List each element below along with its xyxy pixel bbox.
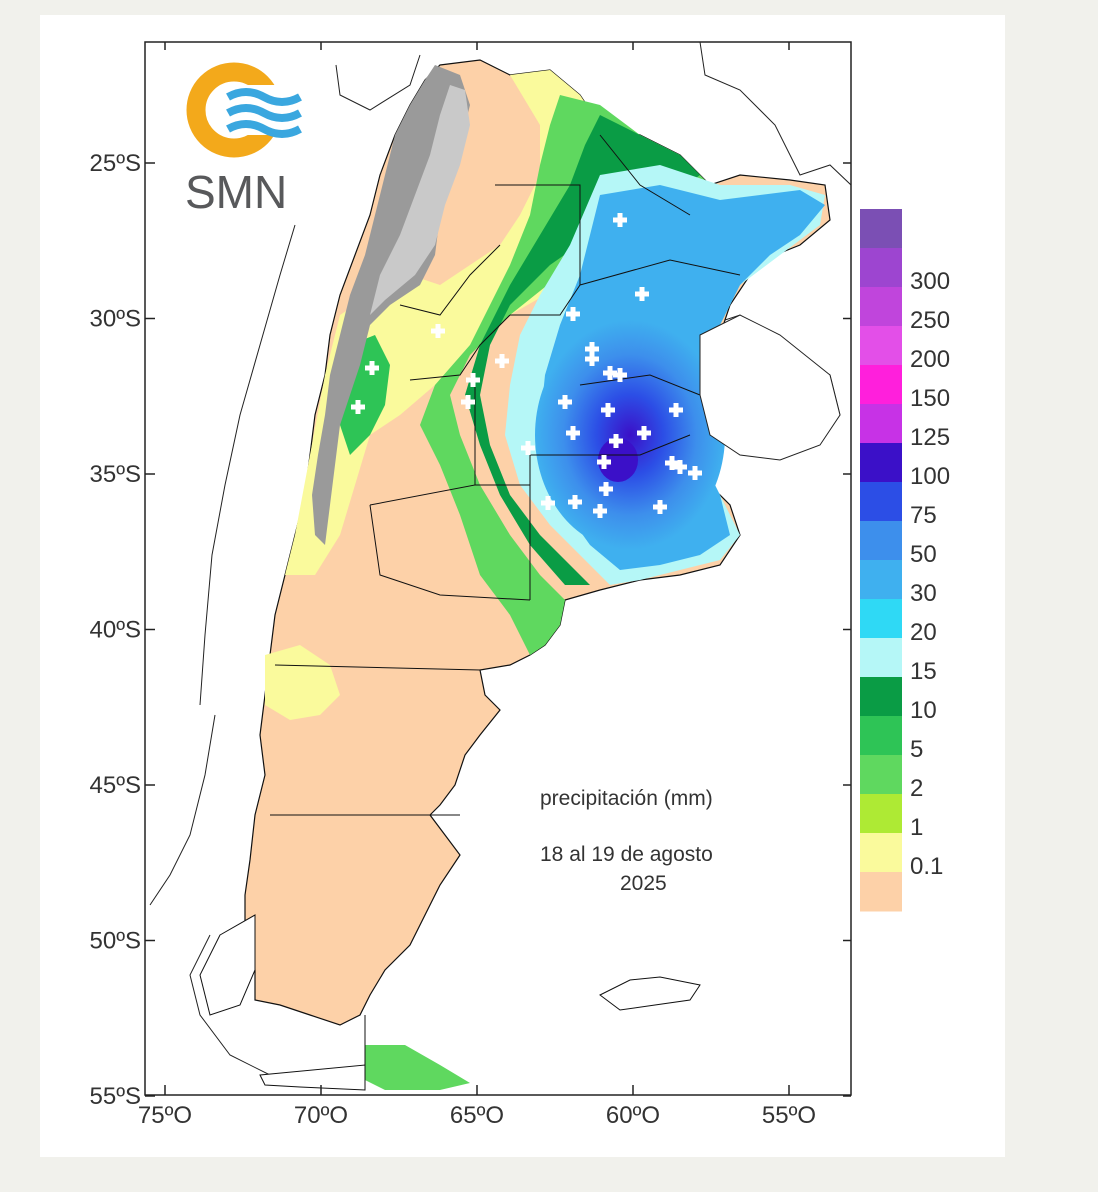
station-marker [585, 342, 599, 356]
precip-zone-10mm [465, 115, 700, 585]
colorbar-swatch [860, 521, 902, 561]
colorbar-swatch [860, 872, 902, 912]
station-markers [351, 213, 702, 518]
chile-fjords [199, 914, 256, 1016]
precip-zone-core [535, 320, 725, 550]
colorbar-swatch [860, 716, 902, 756]
tierra-del-fuego-west [259, 1064, 366, 1091]
colorbar-swatch [860, 755, 902, 795]
station-marker [566, 426, 580, 440]
malvinas-islands [599, 976, 701, 1011]
colorbar-swatch [860, 560, 902, 600]
station-marker [365, 361, 379, 375]
lon-tick-label: 75ºO [138, 1102, 192, 1129]
lat-tick-label: 50ºS [90, 928, 141, 955]
station-marker [609, 434, 623, 448]
lat-tick-label: 35ºS [90, 461, 141, 488]
colorbar-label: 15 [910, 658, 937, 685]
station-marker [351, 400, 365, 414]
colorbar-swatch [860, 638, 902, 678]
lat-tick-label: 45ºS [90, 772, 141, 799]
colorbar-swatch [860, 482, 902, 522]
colorbar-swatch [860, 833, 902, 873]
precip-zone-1mm-south [265, 645, 340, 720]
station-marker [521, 441, 535, 455]
colorbar-legend: 300 250 200 150 125 100 75 50 30 20 15 10 5 2 1 0.1 [860, 209, 950, 912]
lon-tick-label: 70ºO [294, 1102, 348, 1129]
colorbar-label: 10 [910, 697, 937, 724]
colorbar-label: 30 [910, 580, 937, 607]
station-marker [466, 373, 480, 387]
colorbar-swatch [860, 794, 902, 834]
station-marker [603, 366, 617, 380]
station-marker [431, 324, 445, 338]
map-caption: precipitación (mm) 18 al 19 de agosto 20… [540, 787, 713, 895]
logo-text: SMN [185, 166, 287, 218]
station-marker [673, 460, 687, 474]
colorbar-label: 20 [910, 619, 937, 646]
colorbar-label: 75 [910, 502, 937, 529]
lat-tick-label: 40ºS [90, 617, 141, 644]
station-marker [541, 496, 555, 510]
colorbar-swatch [860, 677, 902, 717]
colorbar-swatch [860, 599, 902, 639]
map-card: 25ºS 30ºS 35ºS 40ºS 45ºS 50ºS 55ºS 75ºO 70ºO 65ºO… [40, 15, 1005, 1157]
lat-tick-label: 25ºS [90, 150, 141, 177]
colorbar-swatch [860, 443, 902, 483]
colorbar-swatch [860, 248, 902, 288]
precip-zone-100mm [598, 438, 638, 482]
station-marker [613, 368, 627, 382]
andes-relief-light [370, 85, 470, 315]
station-marker [688, 466, 702, 480]
station-marker [613, 213, 627, 227]
colorbar-label: 150 [910, 385, 950, 412]
colorbar-swatch [860, 404, 902, 444]
colorbar-label: 0.1 [910, 853, 943, 880]
station-marker [568, 495, 582, 509]
station-marker [558, 395, 572, 409]
colorbar-swatch [860, 326, 902, 366]
precip-zone-5mm [420, 95, 710, 655]
colorbar-label: 200 [910, 346, 950, 373]
colorbar-label: 1 [910, 814, 923, 841]
station-marker [637, 426, 651, 440]
station-marker [461, 395, 475, 409]
colorbar-label: 5 [910, 736, 923, 763]
lat-tick-label: 55ºS [90, 1083, 141, 1110]
colorbar-swatch [860, 365, 902, 405]
lon-tick-label: 65ºO [450, 1102, 504, 1129]
colorbar-label: 50 [910, 541, 937, 568]
station-marker [495, 354, 509, 368]
caption-title: precipitación (mm) [540, 787, 713, 810]
station-marker [665, 456, 679, 470]
station-marker [669, 403, 683, 417]
colorbar-label: 100 [910, 463, 950, 490]
station-marker [566, 307, 580, 321]
colorbar-swatch [860, 209, 902, 249]
station-marker [653, 500, 667, 514]
lon-tick-label: 55ºO [762, 1102, 816, 1129]
station-marker [601, 403, 615, 417]
colorbar-label: 2 [910, 775, 923, 802]
colorbar-label: 125 [910, 424, 950, 451]
caption-period: 18 al 19 de agosto [540, 843, 713, 866]
lat-tick-label: 30ºS [90, 306, 141, 333]
caption-year: 2025 [620, 872, 667, 895]
smn-logo: SMN [185, 62, 302, 218]
station-marker [593, 504, 607, 518]
colorbar-label: 250 [910, 307, 950, 334]
colorbar-label: 300 [910, 268, 950, 295]
station-marker [599, 482, 613, 496]
provincial-borders [270, 134, 741, 1090]
lon-tick-label: 60ºO [606, 1102, 660, 1129]
precip-zone-south-tierra [365, 1045, 470, 1090]
station-marker [635, 287, 649, 301]
station-marker [585, 352, 599, 366]
station-marker [597, 455, 611, 469]
logo-wave-icon [226, 88, 302, 106]
colorbar-swatch [860, 287, 902, 327]
uruguay-outline [699, 314, 841, 461]
